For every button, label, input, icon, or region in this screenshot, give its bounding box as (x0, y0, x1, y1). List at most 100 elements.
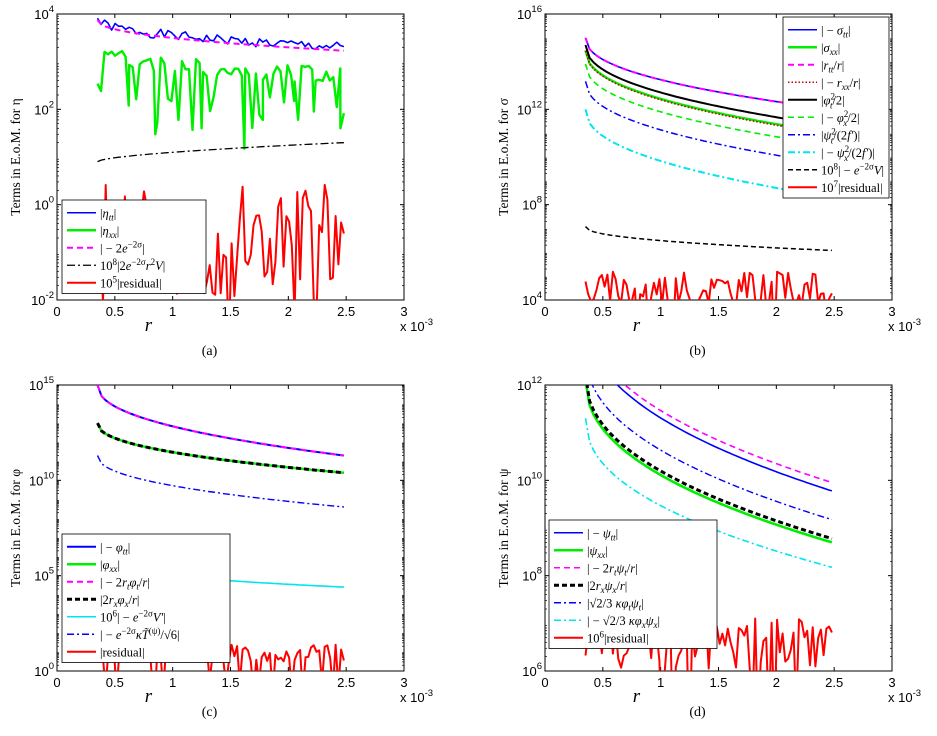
y-tick-label: 108 (522, 566, 542, 584)
y-tick-label: 1010 (517, 470, 542, 488)
legend-label: |ψ2 t/(2f′)| (821, 126, 860, 145)
panel-c: 0 0.5 1 1.5 2 2.5 3 100 105 1010 1015 Terms in E.o.… (8, 375, 433, 720)
legend-label: | − √2/3 κφxψx| (587, 614, 660, 630)
x-tick-label: 3 (888, 304, 895, 319)
series-line-6 (584, 63, 833, 147)
legend-box (548, 519, 718, 649)
series-line-3 (96, 385, 345, 457)
legend-label: |rtt/r| (821, 58, 844, 74)
series-line-4 (96, 422, 345, 475)
x-tick-label: 0 (541, 304, 548, 319)
series-line-10 (584, 270, 833, 300)
legend: | − ψtt| |ψxx|| − 2rtψt/r| |2rxψx/r||√2/3 … (548, 519, 718, 649)
plot-area (96, 17, 346, 300)
y-axis-label: Terms in E.o.M. for η (8, 98, 23, 215)
series-line-6 (96, 455, 344, 508)
y-tick-label: 108 (522, 195, 542, 213)
y-tick-label: 10-2 (31, 290, 54, 308)
x-tick-label: 1 (169, 304, 176, 319)
y-tick-label: 102 (34, 99, 54, 117)
y-tick-label: 1012 (517, 375, 542, 393)
legend: |ηtt| |ηxx|| − 2e−2σ| 108|2e−2σr2V|105|res… (61, 199, 207, 294)
legend-label: |ηtt| (100, 206, 116, 222)
x-tick-label: 3 (400, 304, 407, 319)
x-tick-label: 2.5 (825, 304, 843, 319)
x-tick-label: 2 (773, 675, 780, 690)
legend-label: |ψxx| (587, 544, 608, 560)
legend-label: | − e−2σκT̃(ψ)/√6| (100, 626, 180, 642)
x-tick-label: 0.5 (106, 304, 124, 319)
y-tick-label: 104 (522, 290, 542, 308)
x-scale-note: x 10-3 (888, 688, 921, 705)
panel-a: 0 0.5 1 1.5 2 2.5 3 10-2 100 102 104 Terms in E.o.M… (8, 4, 433, 359)
y-tick-label: 104 (34, 4, 54, 22)
series-line-9 (584, 226, 832, 252)
legend-label: |ηxx| (100, 224, 119, 240)
x-tick-label: 0 (53, 675, 60, 690)
y-tick-label: 1016 (517, 4, 542, 22)
legend-label: | − rxx/r| (821, 76, 861, 92)
legend-label: | − ψtt| (587, 526, 618, 542)
x-tick-label: 0 (541, 675, 548, 690)
legend-box (61, 533, 231, 663)
legend-label: 107|residual| (821, 179, 883, 195)
panel-caption: (d) (689, 705, 706, 720)
legend-box (61, 199, 207, 294)
panel-caption: (b) (689, 344, 706, 359)
legend-label: | − σtt| (821, 23, 851, 39)
legend: | − σtt||σxx||rtt/r|| − rxx/r||φ2 t/2|| −… (782, 16, 890, 199)
legend-label: 106|residual| (587, 629, 649, 645)
series-line-6 (584, 418, 833, 569)
x-tick-label: 3 (400, 675, 407, 690)
legend-label: 106| − e−2σV′| (100, 608, 166, 624)
x-tick-label: 0.5 (594, 304, 612, 319)
legend-label: |φ2 t/2| (821, 91, 845, 110)
x-axis-label: r (145, 686, 153, 707)
y-axis-label: Terms in E.o.M. for φ (8, 469, 23, 587)
legend-label: | − ψ2 x/(2f′)| (821, 144, 875, 163)
series-line-3 (96, 19, 344, 52)
x-tick-label: 3 (888, 675, 895, 690)
x-tick-label: 2 (285, 304, 292, 319)
legend-label: |2rxψx/r| (587, 579, 627, 595)
panel-caption: (a) (202, 344, 218, 359)
series-line-2 (96, 49, 346, 150)
x-scale-note: x 10-3 (888, 317, 921, 334)
x-tick-label: 1.5 (709, 304, 727, 319)
x-tick-label: 1 (657, 304, 664, 319)
x-tick-label: 1 (657, 675, 664, 690)
panel-b: 0 0.5 1 1.5 2 2.5 3 104 108 1012 1016 Terms in E.o.… (496, 4, 921, 359)
x-tick-label: 2 (773, 304, 780, 319)
x-tick-label: 2.5 (337, 304, 355, 319)
x-tick-label: 1.5 (221, 675, 239, 690)
y-axis-label: Terms in E.o.M. for ψ (496, 468, 511, 587)
series-line-1 (616, 385, 833, 492)
series-line-4 (97, 142, 344, 163)
x-axis-label: r (633, 315, 641, 336)
legend-label: |residual| (100, 645, 145, 659)
plot-area (584, 385, 833, 671)
legend-label: |√2/3 κφtψt| (587, 596, 644, 612)
legend-label: |φxx| (100, 558, 120, 574)
x-tick-label: 1 (169, 675, 176, 690)
legend-label: 105|residual| (100, 274, 162, 290)
x-tick-label: 0.5 (106, 675, 124, 690)
y-axis-label: Terms in E.o.M. for σ (496, 97, 511, 215)
legend-label: 108| − e−2σV| (821, 161, 884, 177)
x-axis-label: r (633, 686, 641, 707)
x-tick-label: 0.5 (594, 675, 612, 690)
series-line-3 (623, 385, 833, 484)
panel-caption: (c) (202, 705, 218, 720)
legend-label: |2rxφx/r| (100, 593, 139, 609)
series-line-2 (585, 385, 833, 544)
x-tick-label: 1.5 (221, 304, 239, 319)
x-tick-label: 1.5 (709, 675, 727, 690)
x-tick-label: 2 (285, 675, 292, 690)
x-tick-label: 2.5 (825, 675, 843, 690)
x-tick-label: 2.5 (337, 675, 355, 690)
y-tick-label: 105 (34, 566, 54, 584)
legend-label: | − φ2 x/2| (821, 109, 859, 128)
legend-label: |σxx| (821, 41, 840, 57)
y-tick-label: 100 (34, 195, 54, 213)
